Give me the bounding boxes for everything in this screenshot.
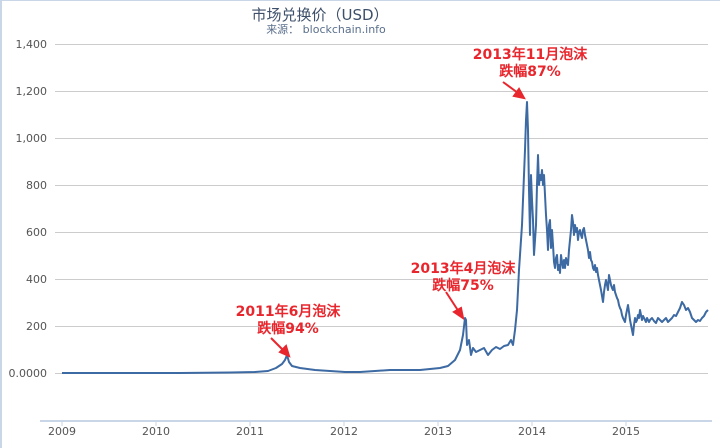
y-tick-label: 800	[26, 179, 47, 192]
chart-subtitle-text: 来源： blockchain.info	[266, 23, 386, 36]
y-tick-label: 600	[26, 226, 47, 239]
y-tick-label: 200	[26, 320, 47, 333]
arrow-head-icon	[512, 87, 526, 100]
chart-subtitle: 来源： blockchain.info	[0, 21, 720, 37]
y-tick-label: 400	[26, 273, 47, 286]
x-axis: 2009 2010 2011 2012 2013 2014 2015	[40, 420, 712, 438]
y-tick-label: 1,200	[16, 85, 48, 98]
y-tick-label: 1,400	[16, 38, 48, 51]
annotation-line2: 跌幅94%	[257, 321, 319, 337]
annotation-apr-2013: 2013年4月泡沫 跌幅75%	[378, 261, 548, 295]
y-tick-label: 1,000	[16, 132, 48, 145]
annotation-line1: 2013年11月泡沫	[472, 47, 588, 63]
x-tick-label: 2015	[612, 425, 640, 438]
x-tick-label: 2011	[236, 425, 264, 438]
arrow-head-icon	[278, 344, 291, 358]
y-axis: 1,400 1,200 1,000 800 600 400 200 0.0000	[9, 38, 48, 380]
chart-title: 市场兑换价（USD）	[0, 4, 720, 25]
arrow-head-icon	[452, 306, 465, 321]
x-tick-label: 2013	[424, 425, 452, 438]
chart-title-text: 市场兑换价（USD）	[251, 6, 389, 24]
x-tick-label: 2012	[330, 425, 358, 438]
annotation-nov-2013: 2013年11月泡沫 跌幅87%	[440, 47, 620, 81]
annotation-line1: 2013年4月泡沫	[410, 261, 516, 277]
x-tick-label: 2009	[48, 425, 76, 438]
x-tick-label: 2014	[518, 425, 546, 438]
annotation-jun-2011: 2011年6月泡沫 跌幅94%	[203, 304, 373, 338]
annotation-line2: 跌幅75%	[432, 278, 494, 294]
annotation-arrows	[270, 81, 526, 358]
grid-lines	[55, 44, 708, 374]
annotation-line1: 2011年6月泡沫	[235, 304, 341, 320]
price-line	[62, 101, 709, 374]
y-tick-label: 0.0000	[9, 367, 48, 380]
x-tick-label: 2010	[142, 425, 170, 438]
annotation-line2: 跌幅87%	[499, 64, 561, 80]
